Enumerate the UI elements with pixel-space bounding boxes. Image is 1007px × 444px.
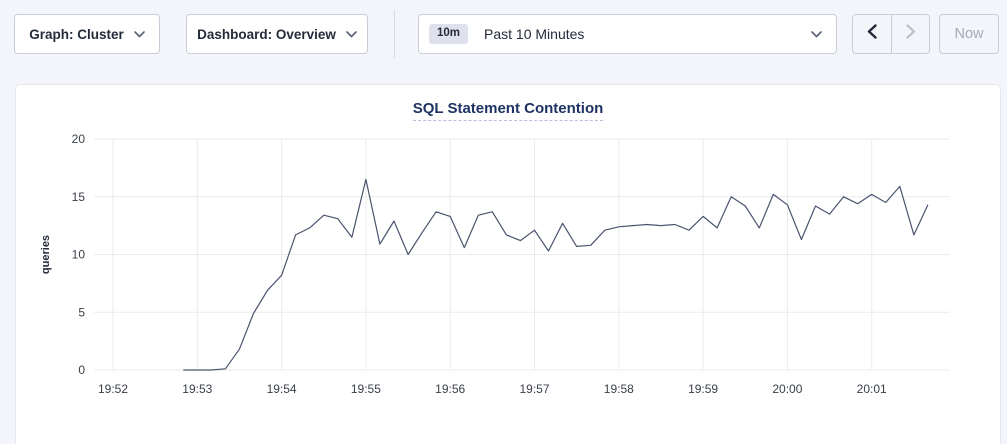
svg-text:10: 10	[72, 248, 86, 262]
chevron-down-icon	[133, 30, 145, 38]
dashboard-dropdown-label: Dashboard: Overview	[197, 26, 336, 42]
chevron-left-icon	[867, 24, 877, 44]
time-range-label: Past 10 Minutes	[484, 26, 585, 42]
graph-dropdown-label: Graph: Cluster	[29, 26, 124, 42]
next-time-button[interactable]	[891, 15, 929, 53]
svg-text:19:55: 19:55	[351, 382, 381, 396]
svg-text:15: 15	[72, 190, 86, 204]
svg-text:19:58: 19:58	[604, 382, 634, 396]
sql-contention-chart[interactable]: 0 5 10 15 20 19:52 19:53 19:54 19:55 19:56 19:57 19…	[16, 85, 1002, 430]
chart-line	[183, 178, 929, 371]
previous-time-button[interactable]	[853, 15, 891, 53]
dashboard-dropdown[interactable]: Dashboard: Overview	[186, 14, 368, 54]
chart-panel: 0 5 10 15 20 19:52 19:53 19:54 19:55 19:56 19:57 19…	[15, 84, 1001, 444]
toolbar: Graph: Cluster Dashboard: Overview 10m P…	[0, 0, 1007, 72]
time-range-dropdown[interactable]: 10m Past 10 Minutes	[418, 14, 837, 54]
now-button[interactable]: Now	[939, 14, 999, 54]
chevron-right-icon	[905, 24, 916, 44]
toolbar-divider	[394, 10, 395, 58]
svg-text:19:54: 19:54	[267, 382, 297, 396]
svg-text:19:56: 19:56	[435, 382, 465, 396]
svg-text:queries: queries	[40, 235, 52, 274]
chevron-down-icon	[346, 30, 357, 38]
svg-text:20: 20	[72, 132, 86, 146]
chart-title[interactable]: SQL Statement Contention	[412, 100, 604, 121]
svg-text:20:00: 20:00	[772, 382, 802, 396]
time-shift-control	[852, 14, 930, 54]
svg-text:19:59: 19:59	[688, 382, 718, 396]
svg-text:19:53: 19:53	[182, 382, 212, 396]
svg-text:0: 0	[78, 363, 85, 377]
svg-text:20:01: 20:01	[857, 382, 887, 396]
chevron-down-icon	[811, 30, 822, 38]
svg-text:19:57: 19:57	[519, 382, 549, 396]
time-range-badge: 10m	[429, 24, 469, 44]
svg-text:19:52: 19:52	[98, 382, 128, 396]
svg-text:5: 5	[78, 305, 85, 319]
graph-dropdown[interactable]: Graph: Cluster	[14, 14, 160, 54]
